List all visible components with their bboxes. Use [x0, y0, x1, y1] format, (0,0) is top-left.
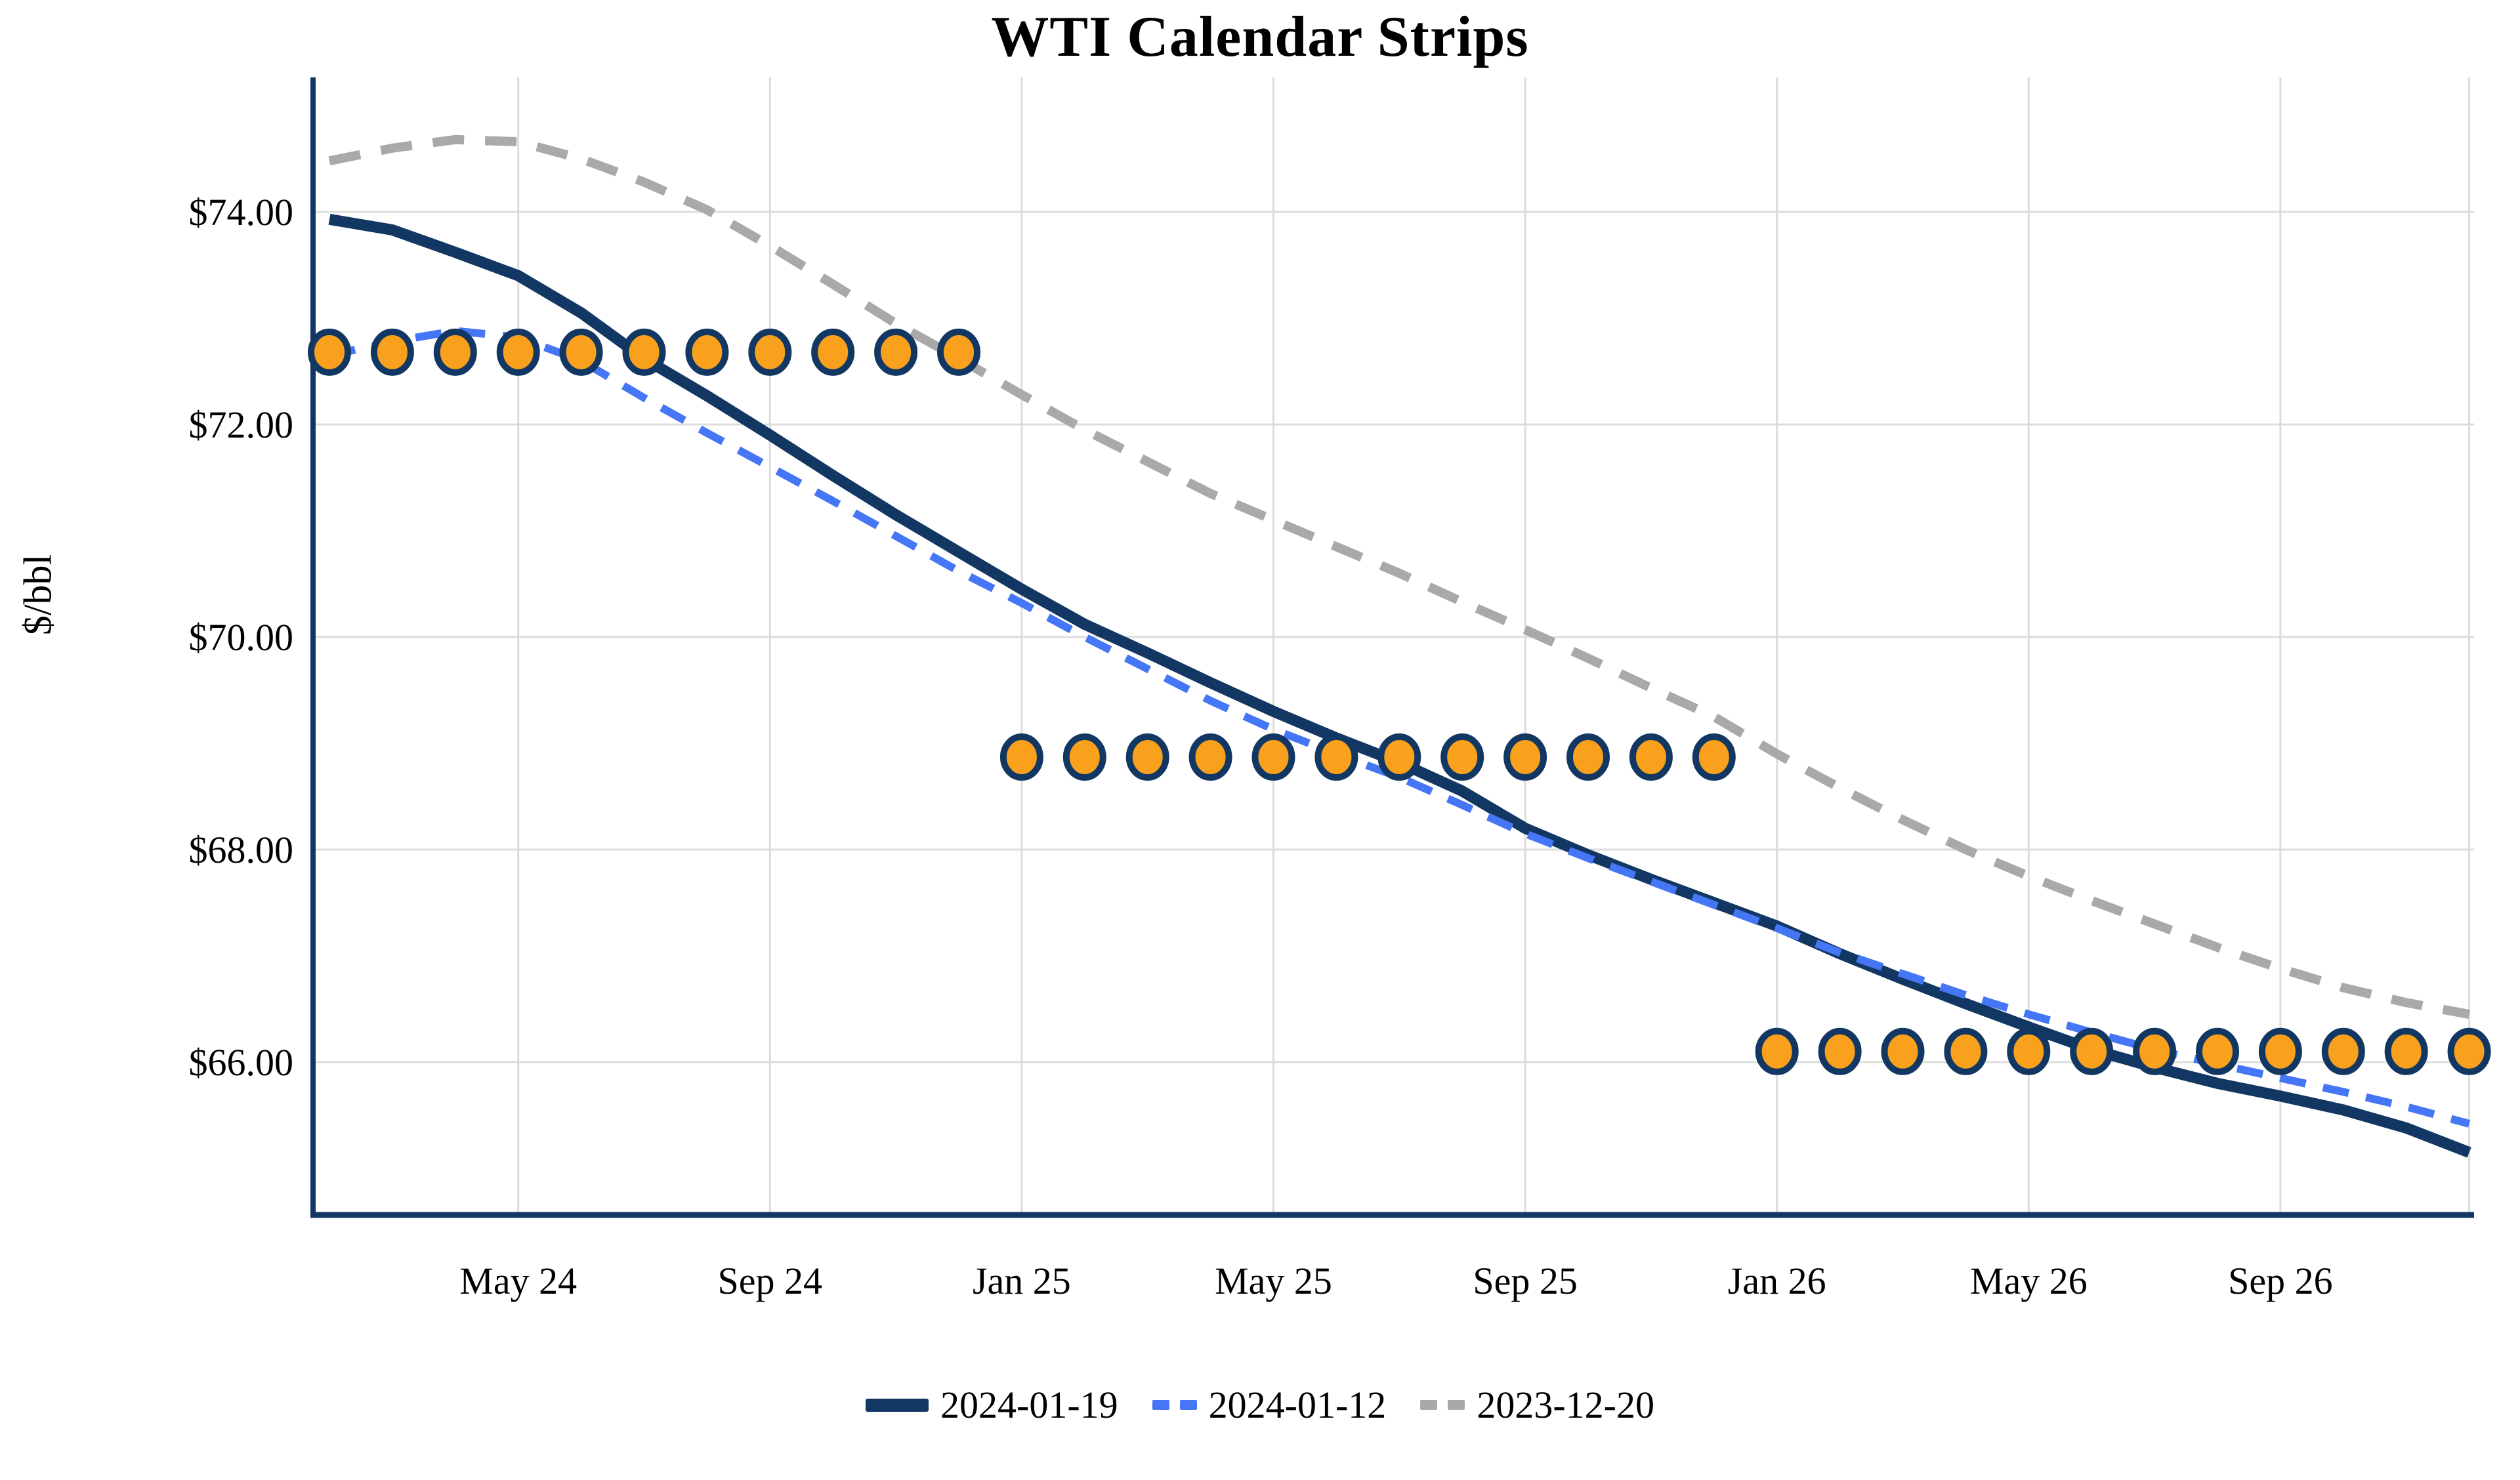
strip-marker[interactable]: [622, 328, 666, 376]
strip-marker[interactable]: [1755, 1027, 1799, 1075]
legend-label: 2024-01-12: [1208, 1384, 1387, 1426]
strip-marker[interactable]: [308, 328, 351, 376]
strip-marker[interactable]: [1503, 733, 1547, 781]
strip-marker[interactable]: [1881, 1027, 1925, 1075]
strip-marker[interactable]: [937, 328, 980, 376]
x-tick-label: Sep 24: [718, 1260, 823, 1302]
strip-marker[interactable]: [496, 328, 540, 376]
y-tick-label: $66.00: [189, 1041, 294, 1084]
strip-marker[interactable]: [559, 328, 603, 376]
strip-marker[interactable]: [2321, 1027, 2365, 1075]
strip-marker[interactable]: [1251, 733, 1295, 781]
x-tick-label: May 25: [1215, 1260, 1332, 1302]
legend-item-2024-01-19[interactable]: 2024-01-19: [866, 1383, 1118, 1427]
blue-dashed-line-swatch-icon: [1152, 1400, 1197, 1410]
strip-marker[interactable]: [1566, 733, 1610, 781]
strip-marker[interactable]: [1062, 733, 1106, 781]
legend-label: 2024-01-19: [940, 1384, 1118, 1426]
strip-marker[interactable]: [1314, 733, 1358, 781]
strip-marker[interactable]: [1440, 733, 1484, 781]
strip-marker[interactable]: [999, 733, 1043, 781]
y-tick-label: $74.00: [189, 191, 294, 234]
strip-marker[interactable]: [2133, 1027, 2177, 1075]
strip-marker[interactable]: [1944, 1027, 1988, 1075]
strip-marker[interactable]: [1629, 733, 1673, 781]
strip-marker[interactable]: [811, 328, 855, 376]
strip-marker[interactable]: [1692, 733, 1736, 781]
y-tick-label: $70.00: [189, 616, 294, 659]
strip-marker[interactable]: [2070, 1027, 2114, 1075]
y-axis-title: $/bbl: [16, 554, 60, 636]
x-tick-label: Jan 26: [1728, 1260, 1826, 1302]
y-tick-label: $72.00: [189, 403, 294, 446]
strip-marker[interactable]: [370, 328, 414, 376]
legend: 2024-01-19 2024-01-12 2023-12-20: [0, 1383, 2520, 1427]
y-tick-label: $68.00: [189, 829, 294, 871]
strip-marker[interactable]: [1188, 733, 1232, 781]
strip-marker[interactable]: [1818, 1027, 1862, 1075]
strip-marker[interactable]: [874, 328, 918, 376]
legend-item-2024-01-12[interactable]: 2024-01-12: [1152, 1383, 1387, 1427]
x-tick-label: May 26: [1970, 1260, 2088, 1302]
strip-marker[interactable]: [2196, 1027, 2239, 1075]
legend-item-2023-12-20[interactable]: 2023-12-20: [1420, 1383, 1654, 1427]
series-line-2023-12-20[interactable]: [328, 134, 2470, 1019]
strip-marker[interactable]: [1125, 733, 1169, 781]
strip-marker[interactable]: [2007, 1027, 2051, 1075]
chart-title: WTI Calendar Strips: [991, 5, 1529, 69]
strip-marker[interactable]: [685, 328, 729, 376]
x-tick-label: Sep 26: [2228, 1260, 2333, 1302]
gray-dashed-line-swatch-icon: [1420, 1400, 1465, 1410]
solid-line-swatch-icon: [866, 1398, 929, 1412]
strip-marker[interactable]: [433, 328, 477, 376]
x-tick-label: Jan 25: [973, 1260, 1071, 1302]
legend-label: 2023-12-20: [1477, 1384, 1654, 1426]
series-line-2024-01-12[interactable]: [328, 327, 2471, 1128]
strip-marker[interactable]: [1377, 733, 1421, 781]
strip-marker[interactable]: [2384, 1027, 2428, 1075]
strip-marker[interactable]: [2258, 1027, 2302, 1075]
x-tick-label: Sep 25: [1473, 1260, 1578, 1302]
strip-marker[interactable]: [2447, 1027, 2491, 1075]
strip-marker[interactable]: [748, 328, 792, 376]
x-tick-label: May 24: [459, 1260, 577, 1302]
